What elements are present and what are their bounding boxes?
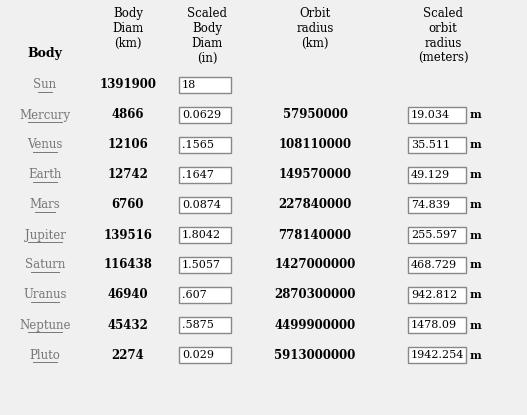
Text: m: m	[470, 110, 482, 120]
Text: 57950000: 57950000	[282, 108, 347, 122]
Text: 2870300000: 2870300000	[274, 288, 356, 302]
Bar	[408, 347, 466, 363]
Text: 45432: 45432	[108, 318, 149, 332]
Text: 0.0629: 0.0629	[182, 110, 221, 120]
Text: m: m	[470, 349, 482, 361]
Text: Mercury: Mercury	[19, 108, 71, 122]
Text: Pluto: Pluto	[30, 349, 61, 361]
Text: 19.034: 19.034	[411, 110, 450, 120]
Bar	[179, 287, 231, 303]
Text: 46940: 46940	[108, 288, 148, 302]
Bar	[179, 137, 231, 153]
Bar	[179, 197, 231, 213]
Text: .1565: .1565	[182, 140, 214, 150]
Text: Body
Diam
(km): Body Diam (km)	[112, 7, 144, 50]
Text: Uranus: Uranus	[23, 288, 67, 302]
Text: Sun: Sun	[33, 78, 56, 91]
Text: 6760: 6760	[112, 198, 144, 212]
Text: Scaled
orbit
radius
(meters): Scaled orbit radius (meters)	[418, 7, 469, 65]
Text: Mars: Mars	[30, 198, 61, 212]
Text: m: m	[470, 200, 482, 210]
Text: Orbit
radius
(km): Orbit radius (km)	[296, 7, 334, 50]
Text: 1.8042: 1.8042	[182, 230, 221, 240]
Text: 5913000000: 5913000000	[275, 349, 356, 361]
Text: .607: .607	[182, 290, 207, 300]
Text: 139516: 139516	[104, 229, 152, 242]
Text: 12106: 12106	[108, 139, 149, 151]
Text: 116438: 116438	[104, 259, 152, 271]
Text: 942.812: 942.812	[411, 290, 457, 300]
Text: m: m	[470, 139, 482, 151]
Text: Jupiter: Jupiter	[25, 229, 65, 242]
Bar	[408, 287, 466, 303]
Text: 18: 18	[182, 80, 196, 90]
Bar	[179, 347, 231, 363]
Text: Saturn: Saturn	[25, 259, 65, 271]
Bar	[179, 77, 231, 93]
Text: 1427000000: 1427000000	[275, 259, 356, 271]
Text: Venus: Venus	[27, 139, 63, 151]
Text: Neptune: Neptune	[19, 318, 71, 332]
Text: 1942.254: 1942.254	[411, 350, 464, 360]
Bar	[408, 137, 466, 153]
Text: Body: Body	[27, 47, 62, 60]
Text: Earth: Earth	[28, 168, 62, 181]
Text: 35.511: 35.511	[411, 140, 450, 150]
Text: 468.729: 468.729	[411, 260, 457, 270]
Text: 74.839: 74.839	[411, 200, 450, 210]
Text: m: m	[470, 169, 482, 181]
Bar	[408, 227, 466, 243]
Bar	[179, 107, 231, 123]
Text: 149570000: 149570000	[278, 168, 352, 181]
Bar	[408, 257, 466, 273]
Bar	[179, 227, 231, 243]
Bar	[179, 317, 231, 333]
Bar	[179, 257, 231, 273]
Text: 227840000: 227840000	[278, 198, 352, 212]
Text: 2274: 2274	[112, 349, 144, 361]
Text: 4499900000: 4499900000	[275, 318, 356, 332]
Bar	[408, 107, 466, 123]
Text: .1647: .1647	[182, 170, 214, 180]
Bar	[408, 197, 466, 213]
Text: 255.597: 255.597	[411, 230, 457, 240]
Bar	[179, 167, 231, 183]
Text: m: m	[470, 320, 482, 330]
Text: 4866: 4866	[112, 108, 144, 122]
Text: 0.0874: 0.0874	[182, 200, 221, 210]
Text: 1478.09: 1478.09	[411, 320, 457, 330]
Text: 12742: 12742	[108, 168, 149, 181]
Text: 108110000: 108110000	[278, 139, 352, 151]
Text: m: m	[470, 259, 482, 271]
Text: 49.129: 49.129	[411, 170, 450, 180]
Text: 1391900: 1391900	[100, 78, 157, 91]
Text: m: m	[470, 229, 482, 241]
Text: Scaled
Body
Diam
(in): Scaled Body Diam (in)	[187, 7, 227, 65]
Text: m: m	[470, 290, 482, 300]
Text: 778140000: 778140000	[278, 229, 352, 242]
Text: 0.029: 0.029	[182, 350, 214, 360]
Text: 1.5057: 1.5057	[182, 260, 221, 270]
Bar	[408, 167, 466, 183]
Bar	[408, 317, 466, 333]
Text: .5875: .5875	[182, 320, 214, 330]
